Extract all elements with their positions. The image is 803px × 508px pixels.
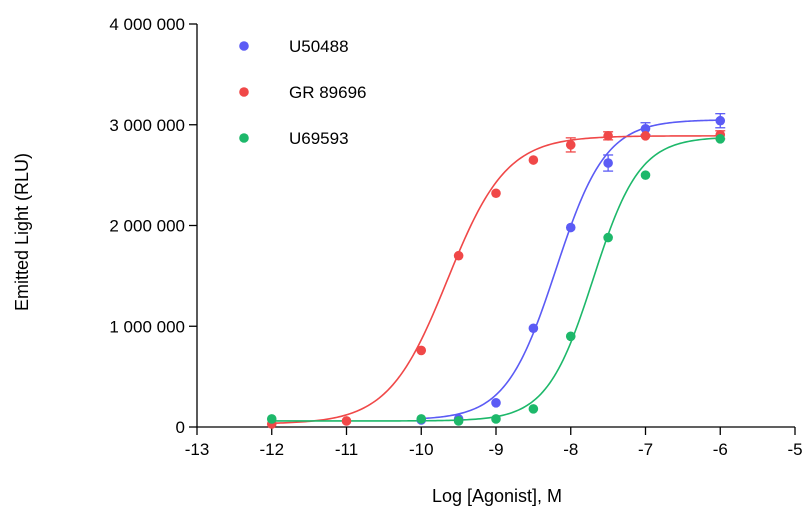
data-point	[491, 414, 501, 424]
data-point	[715, 134, 726, 144]
data-point	[603, 232, 613, 243]
x-tick-label: -13	[185, 440, 210, 459]
x-tick-label: -6	[713, 440, 728, 459]
legend-label: U50488	[289, 37, 349, 56]
y-tick-label: 1 000 000	[109, 317, 185, 336]
data-point	[640, 131, 651, 141]
data-point	[416, 345, 427, 356]
legend: U50488 GR 89696 U69593	[239, 37, 367, 148]
data-point	[266, 414, 277, 424]
legend-label: GR 89696	[289, 83, 367, 102]
legend-marker	[239, 41, 249, 51]
fit-curve	[271, 135, 721, 425]
y-tick-label: 4 000 000	[109, 15, 185, 34]
legend-marker	[239, 87, 249, 97]
data-point	[491, 398, 501, 408]
x-tick-label: -11	[335, 440, 358, 459]
x-tick-label: -9	[488, 440, 503, 459]
data-point	[528, 404, 539, 414]
y-axis: 0 1 000 000 2 000 000 3 000 000 4 000 000	[109, 15, 198, 437]
fit-curve	[271, 137, 721, 422]
x-tick-label: -10	[409, 440, 434, 459]
data-point	[528, 155, 539, 165]
fit-curve	[421, 119, 721, 420]
legend-marker	[239, 133, 249, 143]
y-tick-label: 0	[176, 418, 185, 437]
y-tick-label: 2 000 000	[109, 217, 185, 236]
x-tick-label: -5	[787, 440, 802, 459]
legend-label: U69593	[289, 129, 349, 148]
x-tick-label: -12	[259, 440, 284, 459]
x-tick-label: -8	[563, 440, 578, 459]
data-point	[603, 131, 613, 141]
data-point	[715, 115, 726, 126]
data-point	[565, 140, 576, 150]
fit-curves	[271, 119, 721, 425]
data-points	[266, 113, 726, 429]
data-point	[640, 170, 651, 180]
data-point	[491, 188, 501, 199]
data-point	[640, 123, 651, 134]
x-tick-label: -7	[638, 440, 653, 459]
x-axis: -13 -12 -11 -10 -9 -8 -7 -6 -5	[185, 426, 803, 459]
y-axis-title: Emitted Light (RLU)	[12, 153, 32, 311]
data-point	[565, 222, 576, 233]
data-point	[341, 416, 352, 426]
data-point	[603, 158, 613, 168]
x-axis-title: Log [Agonist], M	[432, 486, 562, 506]
y-tick-label: 3 000 000	[109, 116, 185, 135]
data-point	[453, 416, 464, 426]
data-point	[528, 323, 539, 334]
data-point	[453, 250, 464, 261]
data-point	[565, 331, 576, 342]
data-point	[416, 414, 427, 424]
